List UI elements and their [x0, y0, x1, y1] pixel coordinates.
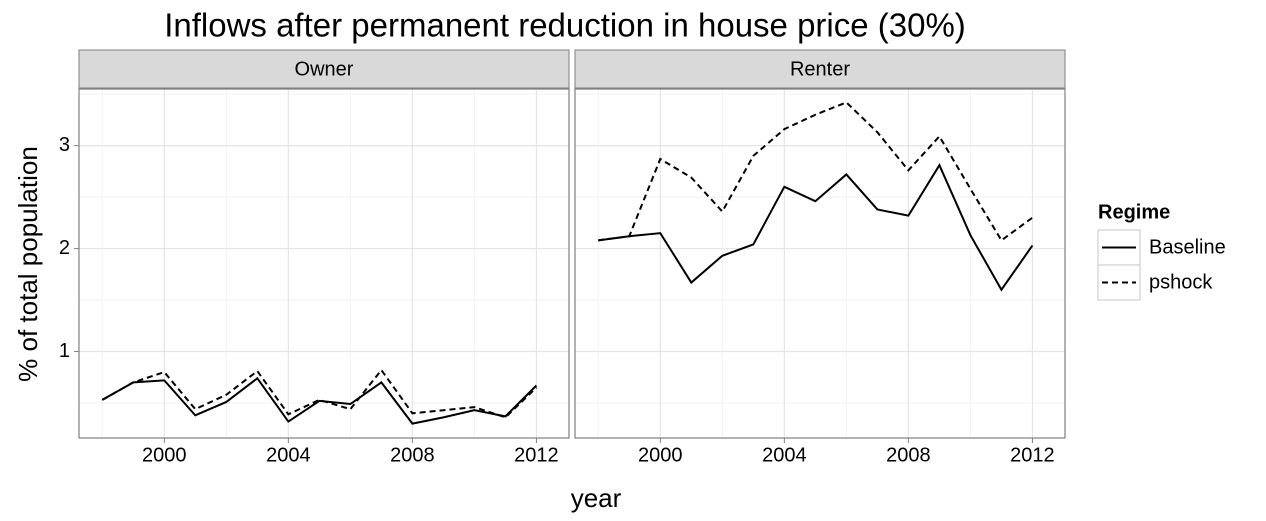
- chart-title: Inflows after permanent reduction in hou…: [164, 7, 966, 44]
- x-tick-label: 2000: [638, 444, 683, 466]
- panel: [79, 89, 569, 438]
- y-tick-label: 1: [59, 340, 70, 362]
- x-tick-label: 2012: [514, 444, 559, 466]
- x-tick-label: 2000: [142, 444, 187, 466]
- x-tick-label: 2008: [390, 444, 435, 466]
- strip: [78, 49, 570, 89]
- x-tick-label: 2008: [886, 444, 931, 466]
- line: [598, 163, 1034, 292]
- legend-title: Regime: [1098, 201, 1170, 223]
- panel-border: [78, 88, 570, 439]
- y-axis-label: % of total population: [13, 146, 43, 382]
- legend-label: Baseline: [1149, 236, 1226, 258]
- line: [101, 368, 538, 419]
- line: [101, 376, 538, 425]
- line: [598, 101, 1034, 242]
- strip-label: Renter: [790, 58, 850, 80]
- x-axis-label: year: [571, 483, 622, 513]
- x-tick-label: 2012: [1010, 444, 1055, 466]
- panel: [575, 89, 1065, 438]
- y-tick-label: 2: [59, 237, 70, 259]
- strip: [574, 49, 1066, 89]
- strip-label: Owner: [295, 58, 354, 80]
- x-tick-label: 2004: [762, 444, 807, 466]
- x-tick-label: 2004: [266, 444, 311, 466]
- legend-label: pshock: [1149, 271, 1213, 293]
- y-tick-label: 3: [59, 134, 70, 156]
- panel-border: [574, 88, 1066, 439]
